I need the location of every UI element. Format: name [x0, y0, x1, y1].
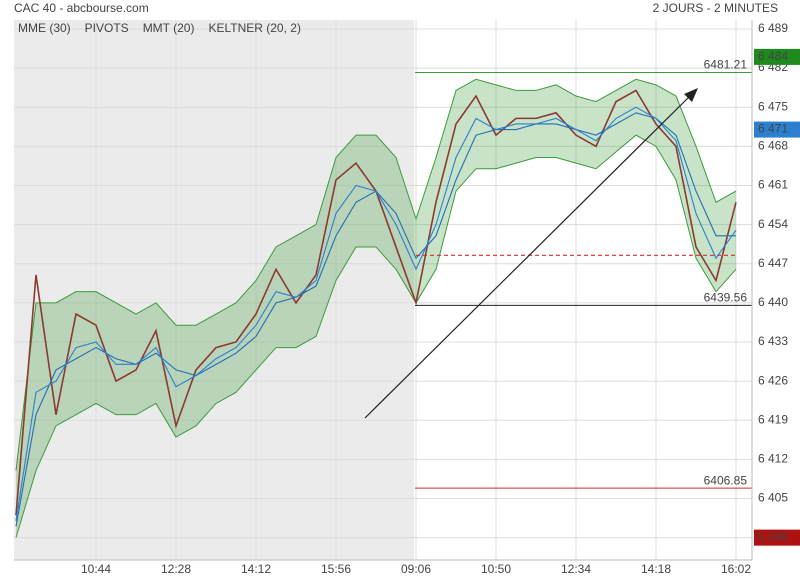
- y-tick-label: 6 468: [758, 139, 788, 153]
- legend-entry: MME (30): [18, 21, 71, 35]
- y-tick-label: 6 412: [758, 452, 788, 466]
- y-tick-label: 6 447: [758, 256, 788, 270]
- x-tick-label: 16:02: [721, 562, 751, 576]
- previous-day-shade: [14, 20, 414, 560]
- y-tick-label: 6 433: [758, 334, 788, 348]
- y-tick-label: 6 475: [758, 99, 788, 113]
- y-tick-label: 6 489: [758, 21, 788, 35]
- x-tick-label: 12:28: [161, 562, 191, 576]
- y-tick-label: 6 461: [758, 178, 788, 192]
- price-marker-label: 6 398: [758, 530, 788, 544]
- keltner-upper: [15, 78, 737, 471]
- price-marker: [754, 121, 800, 138]
- x-tick-label: 12:34: [561, 562, 591, 576]
- price-marker-label: 6 484: [758, 49, 788, 63]
- grid: [14, 20, 752, 560]
- legend: MME (30) PIVOTS MMT (20) KELTNER (20, 2): [18, 21, 301, 35]
- arrow-head: [684, 88, 698, 102]
- y-tick-label: 6 426: [758, 373, 788, 387]
- axes: 6 398 6 405 6 412 6 419 6 426 6 433 6 440 6 447…: [81, 21, 800, 576]
- y-tick-label: 6 454: [758, 217, 788, 231]
- trend-arrow: [364, 93, 693, 419]
- chart-title: CAC 40 - abcbourse.com: [14, 1, 149, 15]
- indicator-line: [15, 106, 737, 521]
- x-tick-label: 10:50: [481, 562, 511, 576]
- y-tick-label: 6 440: [758, 295, 788, 309]
- x-tick-label: 14:18: [641, 562, 671, 576]
- price-marker: [754, 48, 800, 65]
- legend-entry: MMT (20): [143, 21, 195, 35]
- y-tick-label: 6 419: [758, 412, 788, 426]
- x-tick-label: 15:56: [321, 562, 351, 576]
- legend-entry: KELTNER (20, 2): [208, 21, 300, 35]
- plot: 6481.21 6439.56 6406.85: [15, 58, 752, 538]
- keltner-area: [16, 79, 736, 538]
- y-tick-label: 6 405: [758, 491, 788, 505]
- level-label: 6481.21: [704, 58, 748, 72]
- level-label: 6406.85: [704, 473, 748, 487]
- x-tick-label: 10:44: [81, 562, 111, 576]
- legend-entry: PIVOTS: [85, 21, 129, 35]
- price-marker-label: 6 471: [758, 122, 788, 136]
- x-tick-label: 09:06: [401, 562, 431, 576]
- price-marker: [754, 529, 800, 546]
- keltner-lower: [15, 134, 737, 538]
- level-label: 6439.56: [704, 290, 748, 304]
- x-tick-label: 14:12: [241, 562, 271, 576]
- chart-subtitle: 2 JOURS - 2 MINUTES: [653, 1, 778, 15]
